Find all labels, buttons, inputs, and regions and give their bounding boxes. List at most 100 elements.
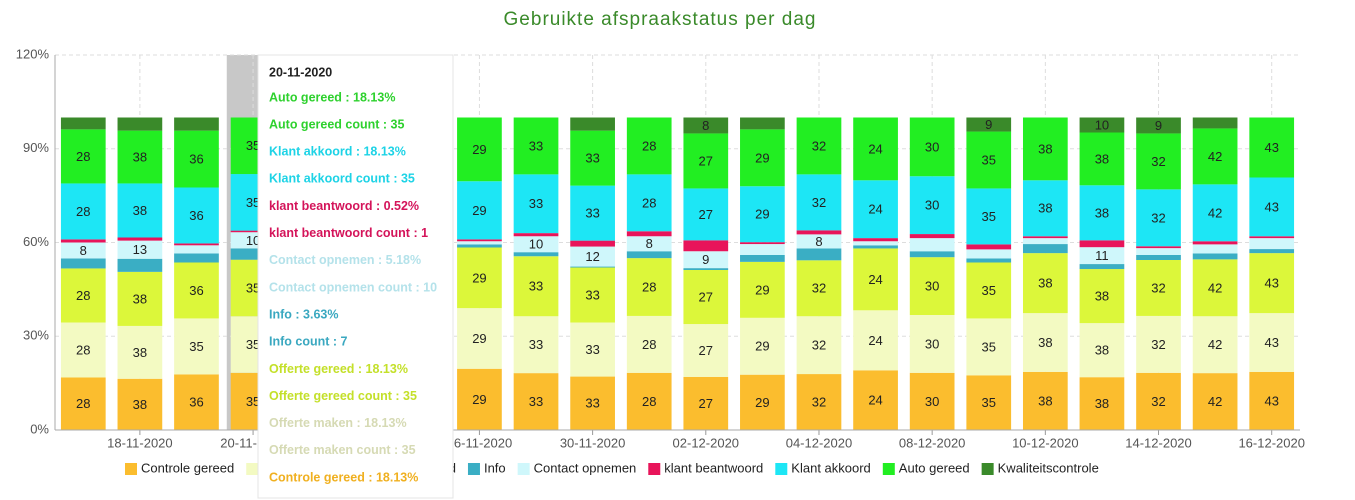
bar-segment bbox=[174, 187, 219, 244]
data-label: 35 bbox=[982, 209, 996, 224]
bar-segment bbox=[117, 271, 163, 326]
data-label: 24 bbox=[868, 141, 882, 156]
bar-segment bbox=[457, 117, 502, 182]
bar-segment bbox=[740, 261, 785, 318]
bar-segment bbox=[853, 245, 898, 249]
data-label: 30 bbox=[925, 394, 939, 409]
bar-segment bbox=[626, 231, 672, 237]
bar-segment bbox=[1136, 189, 1181, 247]
bar-segment bbox=[457, 239, 502, 242]
bar-segment bbox=[796, 316, 842, 375]
bar-segment bbox=[1022, 253, 1068, 314]
data-label: 30 bbox=[925, 336, 939, 351]
bar-segment bbox=[683, 240, 729, 252]
bar-segment bbox=[683, 188, 729, 241]
bar-segment bbox=[570, 246, 615, 267]
bar-segment bbox=[966, 249, 1012, 259]
data-label: 33 bbox=[529, 337, 543, 352]
data-label: 32 bbox=[1151, 154, 1165, 169]
bar-segment bbox=[174, 262, 219, 319]
bar-segment bbox=[117, 117, 163, 131]
bar-segment bbox=[966, 258, 1012, 263]
data-label: 36 bbox=[189, 395, 203, 410]
data-label: 24 bbox=[868, 333, 882, 348]
bar-segment bbox=[1192, 244, 1238, 254]
bar-segment bbox=[60, 242, 106, 259]
data-label: 38 bbox=[1038, 141, 1052, 156]
x-tick-label: 02-12-2020 bbox=[673, 435, 740, 450]
data-label: 38 bbox=[1095, 205, 1109, 220]
bar-segment bbox=[740, 129, 785, 187]
bar-segment bbox=[1079, 323, 1125, 378]
bar-segment bbox=[457, 308, 502, 369]
x-tick-label: 04-12-2020 bbox=[786, 435, 853, 450]
data-label: 43 bbox=[1264, 276, 1278, 291]
bar-segment bbox=[1079, 240, 1125, 248]
bar-segment bbox=[60, 183, 106, 240]
x-tick-label: 30-11-2020 bbox=[560, 435, 626, 450]
bar-segment bbox=[796, 260, 842, 317]
bar-segment bbox=[60, 322, 106, 378]
data-label: 9 bbox=[985, 117, 992, 132]
bar-segment bbox=[683, 270, 729, 325]
data-label: 29 bbox=[472, 392, 486, 407]
bar-segment bbox=[117, 258, 163, 272]
data-label: 29 bbox=[755, 150, 769, 165]
bar-segment bbox=[909, 117, 955, 177]
bar-segment bbox=[853, 248, 898, 311]
data-label: 33 bbox=[585, 342, 599, 357]
data-label: 38 bbox=[1095, 151, 1109, 166]
bar-segment bbox=[570, 267, 615, 323]
data-label: 28 bbox=[642, 279, 656, 294]
bar-segment bbox=[1079, 264, 1125, 270]
data-label: 33 bbox=[585, 206, 599, 221]
bar-segment bbox=[909, 176, 955, 235]
bar-segment bbox=[513, 256, 559, 317]
legend-label: Klant akkoord bbox=[791, 460, 871, 475]
bar-segment bbox=[853, 180, 898, 239]
data-label: 32 bbox=[1151, 337, 1165, 352]
data-label: 29 bbox=[755, 395, 769, 410]
bar-segment bbox=[513, 316, 559, 374]
data-label: 29 bbox=[472, 142, 486, 157]
data-label: 33 bbox=[585, 151, 599, 166]
bar-segment bbox=[683, 324, 729, 377]
data-label: 33 bbox=[529, 394, 543, 409]
data-label: 24 bbox=[868, 272, 882, 287]
bar-segment bbox=[626, 236, 672, 252]
bar-segment bbox=[1022, 244, 1068, 254]
bar-segment bbox=[683, 376, 729, 430]
bar-segment bbox=[740, 186, 785, 243]
x-tick-label: 14-12-2020 bbox=[1125, 435, 1192, 450]
legend-label: klant beantwoord bbox=[664, 460, 763, 475]
bar-segment bbox=[174, 117, 219, 131]
tooltip-item: Contact opnemen count : 10 bbox=[269, 280, 437, 294]
data-label: 42 bbox=[1208, 337, 1222, 352]
bar-segment bbox=[796, 248, 842, 261]
bar-segment bbox=[1192, 373, 1238, 430]
y-tick-label: 30% bbox=[23, 328, 49, 343]
tooltip-item: Info : 3.63% bbox=[269, 307, 338, 321]
x-tick-label: 16-12-2020 bbox=[1238, 435, 1305, 450]
data-label: 27 bbox=[699, 207, 713, 222]
tooltip: 20-11-2020 Auto gereed : 18.13% Auto geree… bbox=[257, 54, 454, 499]
data-label: 8 bbox=[815, 234, 822, 249]
data-label: 38 bbox=[133, 291, 147, 306]
data-label: 28 bbox=[642, 337, 656, 352]
tooltip-item: Info count : 7 bbox=[269, 335, 348, 349]
x-tick-label: 10-12-2020 bbox=[1012, 435, 1079, 450]
data-label: 11 bbox=[1095, 248, 1109, 263]
bar-segment bbox=[626, 251, 672, 259]
bar-segment bbox=[174, 243, 219, 246]
bar-segment bbox=[1136, 133, 1181, 190]
bar-segment bbox=[1249, 238, 1295, 250]
data-label: 32 bbox=[812, 394, 826, 409]
y-tick-label: 0% bbox=[30, 421, 49, 436]
tooltip-item: Offerte maken : 18.13% bbox=[269, 416, 407, 430]
bar-segment bbox=[1136, 117, 1181, 134]
bar-segment bbox=[570, 240, 615, 247]
data-label: 10 bbox=[529, 237, 543, 252]
bar-segment bbox=[117, 130, 163, 184]
legend-swatch bbox=[246, 463, 259, 475]
data-label: 43 bbox=[1264, 393, 1278, 408]
